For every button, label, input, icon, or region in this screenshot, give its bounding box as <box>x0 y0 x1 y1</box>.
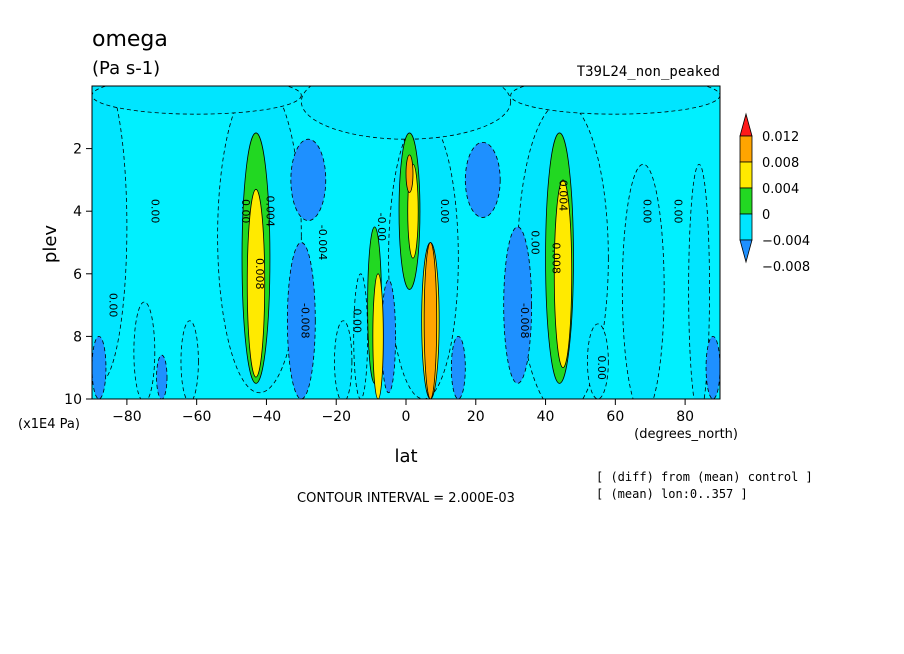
contour-label: -0.008 <box>518 303 531 338</box>
contour-region-32 <box>405 154 414 193</box>
contour-label: 0.00 <box>106 293 119 318</box>
contour-region-5 <box>353 273 369 399</box>
contour-region-4 <box>334 320 353 399</box>
contour-label: 0.00 <box>640 199 653 224</box>
x-axis-units: (degrees_north) <box>634 427 738 442</box>
contour-region-3 <box>180 320 199 399</box>
contour-label: 0.00 <box>148 199 161 224</box>
colorbar-segment <box>739 187 753 215</box>
contour-region-13 <box>510 86 720 115</box>
contour-label: 0.004 <box>557 180 570 212</box>
contour-label: -0.00 <box>375 213 388 241</box>
colorbar-label: −0.004 <box>762 234 810 249</box>
experiment-name: T39L24_non_peaked <box>577 64 720 80</box>
contour-region-28 <box>553 179 573 369</box>
contour-region-15 <box>464 141 501 218</box>
contour-label: -0.008 <box>298 303 311 338</box>
colorbar-top-extension <box>739 112 753 137</box>
x-tick-label: 80 <box>676 409 694 425</box>
contour-region-11 <box>300 86 512 140</box>
contour-region-8 <box>621 163 665 399</box>
x-axis-label: lat <box>394 446 417 467</box>
contour-regions <box>92 86 720 399</box>
colorbar-label: 0.008 <box>762 156 799 171</box>
y-tick-label: 4 <box>73 204 82 220</box>
contour-region-22 <box>705 336 720 399</box>
contour-label: 0.00 <box>239 199 252 224</box>
contour-region-21 <box>450 336 466 399</box>
y-tick-label: 8 <box>73 329 82 345</box>
x-tick-label: 40 <box>537 409 555 425</box>
contour-region-30 <box>372 273 384 399</box>
contour-region-33 <box>423 242 438 399</box>
contour-region-17 <box>503 226 533 384</box>
colorbar-label: 0.012 <box>762 130 799 145</box>
x-axis: −80 −60 −40 −20 0 20 40 60 80 <box>112 399 694 425</box>
chart-title: omega <box>92 27 168 52</box>
y-axis-label: plev <box>40 225 61 264</box>
x-tick-label: −40 <box>252 409 282 425</box>
contour-region-19 <box>156 354 168 399</box>
contour-interval: CONTOUR INTERVAL = 2.000E-03 <box>297 491 515 506</box>
x-tick-label: 60 <box>606 409 624 425</box>
x-tick-label: −80 <box>112 409 142 425</box>
contour-label: 0.00 <box>672 199 685 224</box>
contour-region-9 <box>688 163 710 399</box>
contour-region-12 <box>92 86 302 115</box>
colorbar-label: −0.008 <box>762 260 810 275</box>
contour-label: 0.004 <box>263 195 276 227</box>
x-tick-label: 20 <box>467 409 485 425</box>
colorbar-label: 0.004 <box>762 182 799 197</box>
x-tick-label: 0 <box>402 409 411 425</box>
note-mean: [ (mean) lon:0..357 ] <box>596 487 748 501</box>
y-tick-label: 2 <box>73 142 82 158</box>
y-axis-units: (x1E4 Pa) <box>18 417 80 432</box>
colorbar-segment <box>739 213 753 241</box>
chart-units: (Pa s-1) <box>92 58 160 79</box>
y-tick-label: 6 <box>73 267 82 283</box>
y-axis: 2 4 6 8 10 <box>64 142 92 408</box>
colorbar-segment <box>739 161 753 189</box>
contour-region-27 <box>246 188 266 378</box>
colorbar-bottom-extension <box>739 239 753 264</box>
contour-label: 0.008 <box>550 242 563 274</box>
x-tick-label: −60 <box>182 409 212 425</box>
contour-labels: 0.00 0.00 0.00 0.004 0.008 -0.008 -0.004 0.00 -0… <box>106 180 684 380</box>
contour-label: 0.00 <box>529 230 542 255</box>
y-tick-label: 10 <box>64 392 82 408</box>
contour-region-14 <box>290 138 327 221</box>
contour-region-18 <box>92 336 107 399</box>
contour-label: 0.00 <box>595 355 608 380</box>
contour-region-16 <box>286 242 316 399</box>
contour-region-10 <box>587 323 609 399</box>
colorbar-label: 0 <box>762 208 770 223</box>
colorbar: 0.012 0.008 0.004 0 −0.004 −0.008 <box>739 112 810 275</box>
contour-label: 0.008 <box>253 258 266 290</box>
contour-label: 0.00 <box>351 309 364 334</box>
contour-region-2 <box>133 301 156 399</box>
x-tick-label: −20 <box>321 409 351 425</box>
contour-label: -0.004 <box>316 225 329 260</box>
plot-area: 0.00 0.00 0.00 0.004 0.008 -0.008 -0.004 0.00 -0… <box>91 85 721 400</box>
contour-label: 0.00 <box>438 199 451 224</box>
colorbar-segment <box>739 135 753 163</box>
note-diff: [ (diff) from (mean) control ] <box>596 470 813 484</box>
